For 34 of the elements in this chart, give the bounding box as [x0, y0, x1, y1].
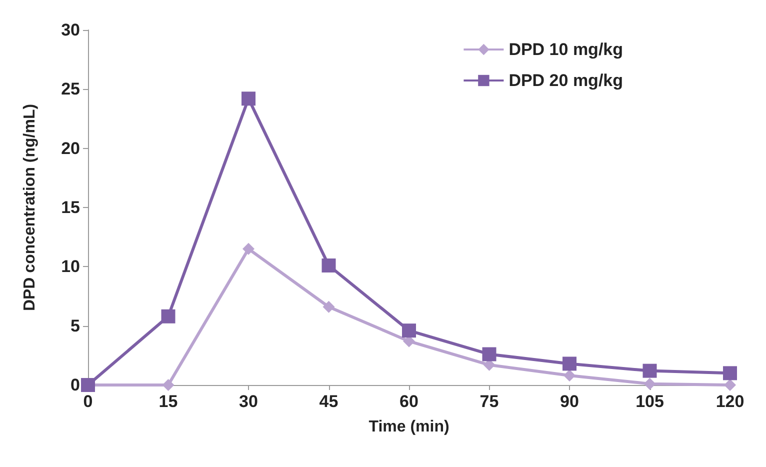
- x-tick-label: 75: [480, 392, 499, 411]
- point: [564, 370, 576, 382]
- y-tick-label: 30: [61, 20, 80, 40]
- point: [161, 309, 176, 324]
- point: [242, 92, 256, 106]
- x-tick-label: 30: [239, 392, 258, 411]
- point: [322, 300, 335, 313]
- y-tick-label: 20: [61, 138, 80, 158]
- y-tick-label: 25: [61, 80, 80, 99]
- x-tick-label: 15: [158, 392, 178, 411]
- point: [724, 379, 736, 391]
- point: [723, 366, 737, 380]
- legend-label: DPD 20 mg/kg: [508, 71, 623, 90]
- point: [562, 356, 576, 371]
- point: [162, 379, 174, 391]
- y-tick-label: 15: [61, 198, 80, 217]
- y-tick-label: 10: [61, 257, 80, 276]
- point: [482, 347, 496, 362]
- point: [402, 324, 416, 338]
- y-tick-label: 0: [70, 376, 80, 394]
- x-tick-label: 60: [400, 392, 418, 411]
- x-tick-label: 105: [636, 392, 664, 411]
- point: [242, 242, 254, 255]
- legend-label: DPD 10 mg/kg: [508, 40, 623, 59]
- y-tick-label: 5: [70, 316, 80, 336]
- point: [642, 364, 657, 378]
- point: [322, 258, 336, 272]
- x-tick-label: 0: [83, 392, 93, 411]
- point: [644, 378, 656, 390]
- x-tick-label: 120: [716, 392, 744, 411]
- x-tick-label: 45: [319, 392, 338, 411]
- y-axis-title: DPD concentration (ng/mL): [22, 104, 38, 312]
- x-axis-title: Time (min): [368, 418, 450, 436]
- x-tick-label: 90: [560, 392, 579, 411]
